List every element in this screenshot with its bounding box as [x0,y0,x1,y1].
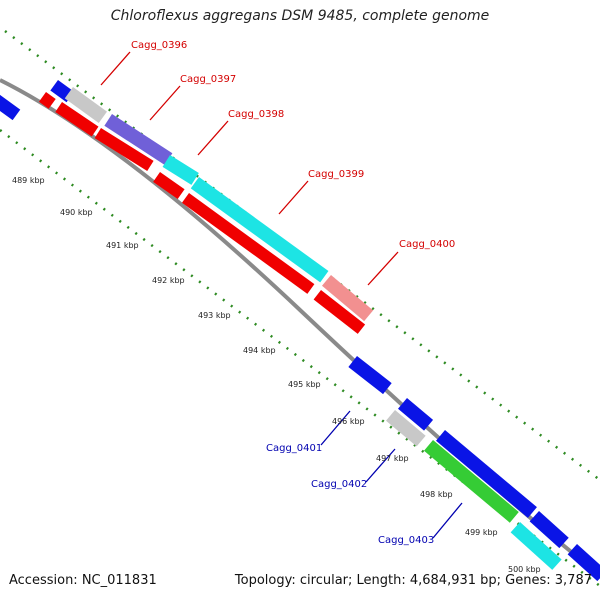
gene-red-6 [313,290,366,334]
outer-tick-ring [4,30,600,481]
gene-cyan-r [510,522,562,570]
label-cagg-0401: Cagg_0401 [266,443,322,454]
tick-label-493: 493 kbp [198,311,231,320]
gene-blue-r3 [529,511,569,549]
tick-label-498: 498 kbp [420,490,453,499]
gene-cagg-0399 [190,177,329,283]
label-cagg-0399: Cagg_0399 [308,169,364,180]
gene-blue-r2 [436,430,537,518]
label-cagg-0396: Cagg_0396 [131,40,187,51]
gene-cagg-0397 [104,114,173,165]
reverse-track [348,356,600,582]
gene-cagg-0398 [162,155,199,185]
gene-blue-left [0,92,21,121]
gene-blue-r4 [567,544,600,582]
gene-red-1 [38,92,56,109]
tick-label-496: 496 kbp [332,417,365,426]
label-cagg-0402: Cagg_0402 [311,479,367,490]
gene-cagg-0401 [398,398,434,431]
genome-title: Chloroflexus aggregans DSM 9485, complet… [110,8,490,24]
forward-callouts [100,51,399,286]
label-cagg-0398: Cagg_0398 [228,109,284,120]
tick-label-494: 494 kbp [243,346,276,355]
label-cagg-0403: Cagg_0403 [378,535,434,546]
accession-text: Accession: NC_011831 [9,573,157,588]
gene-cagg-0400 [322,275,374,322]
gene-red-2 [55,102,99,137]
tick-label-497: 497 kbp [376,454,409,463]
tick-label-491: 491 kbp [106,241,139,250]
tick-label-489: 489 kbp [12,176,45,185]
gene-cagg-0403 [424,440,519,523]
gene-blue-r1 [348,356,392,395]
reverse-callouts [320,410,463,539]
gene-cagg-0402 [386,410,426,447]
tick-label-490: 490 kbp [60,208,93,217]
genome-summary-text: Topology: circular; Length: 4,684,931 bp… [234,573,592,588]
tick-label-500: 500 kbp [508,565,541,574]
gene-red-5 [181,193,315,294]
tick-label-499: 499 kbp [465,528,498,537]
gene-red-4 [153,172,185,200]
tick-label-495: 495 kbp [288,380,321,389]
gene-cagg-0396 [64,87,107,124]
tick-label-492: 492 kbp [152,276,185,285]
red-track [38,92,366,334]
forward-track [50,80,374,322]
gene-red-3 [94,128,154,172]
label-cagg-0400: Cagg_0400 [399,239,455,250]
label-cagg-0397: Cagg_0397 [180,74,236,85]
